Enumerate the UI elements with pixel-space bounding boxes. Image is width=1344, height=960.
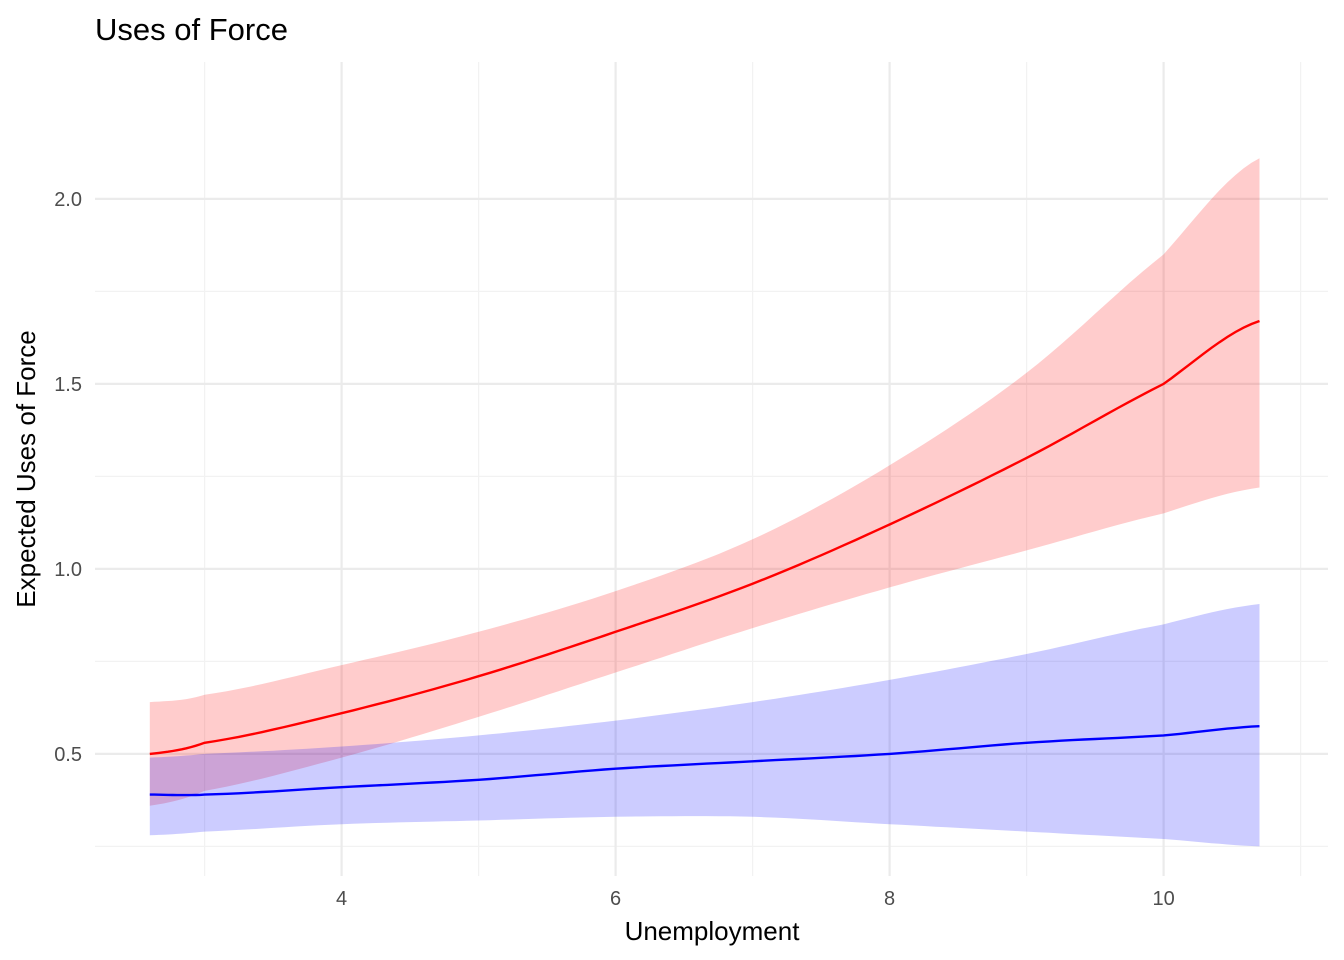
series-line-2 xyxy=(149,725,1260,797)
y-axis-ticks: 0.5 1.0 1.5 2.0 xyxy=(54,189,82,766)
y-tick-label: 1.0 xyxy=(54,559,82,581)
x-tick-label: 10 xyxy=(1152,888,1174,910)
y-axis-title: Expected Uses of Force xyxy=(11,330,41,607)
series-line-1 xyxy=(149,319,1260,756)
confidence-band-2 xyxy=(149,604,1260,847)
x-axis-title: Unemployment xyxy=(625,916,801,946)
confidence-bands xyxy=(149,158,1260,847)
x-tick-label: 6 xyxy=(610,888,621,910)
confidence-band-1 xyxy=(149,158,1260,806)
x-axis-ticks: 4 6 8 10 xyxy=(336,888,1175,910)
grid xyxy=(95,62,1328,876)
y-tick-label: 0.5 xyxy=(54,744,82,766)
series-lines xyxy=(149,319,1260,797)
y-tick-label: 2.0 xyxy=(54,189,82,211)
y-tick-label: 1.5 xyxy=(54,374,82,396)
chart-title: Uses of Force xyxy=(95,12,288,47)
x-tick-label: 8 xyxy=(884,888,895,910)
x-tick-label: 4 xyxy=(336,888,347,910)
